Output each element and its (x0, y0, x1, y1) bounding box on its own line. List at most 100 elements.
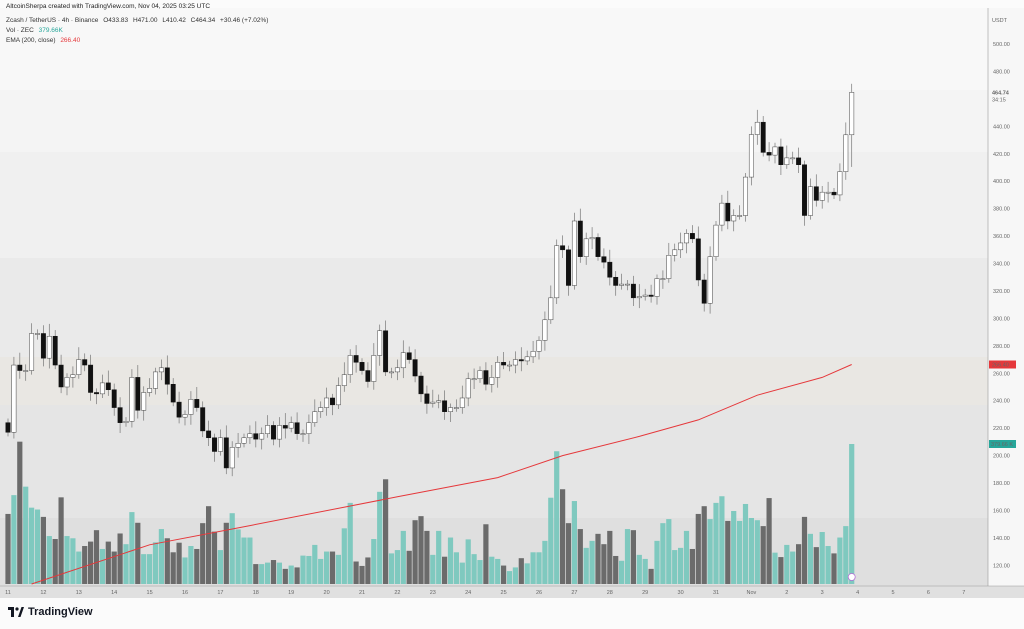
volume-bar (619, 560, 625, 584)
candle (831, 188, 837, 200)
candle-body-down (802, 164, 807, 216)
volume-bar (565, 523, 572, 584)
volume-bar (666, 519, 672, 584)
candle-body-up (583, 238, 589, 257)
candle-body-up (654, 278, 660, 297)
candle (530, 341, 536, 363)
candle (206, 420, 212, 446)
candle (123, 417, 129, 427)
candle-body-up (784, 157, 790, 165)
volume-bar (725, 520, 731, 584)
time-tick-label: 6 (927, 590, 930, 596)
time-axis[interactable]: 11 12 13 14 15 16 17 18 19 20 21 22 23 24 25 26 27 28 29 30… (5, 573, 965, 597)
candle (772, 142, 778, 164)
volume-bar (241, 537, 247, 584)
candle-body-up (819, 191, 825, 201)
candle (58, 354, 64, 394)
background-bands (0, 8, 1024, 598)
candle (383, 320, 389, 377)
time-tick-label: 4 (856, 590, 859, 596)
volume-bar (276, 562, 282, 584)
candle (796, 147, 802, 173)
candle (678, 232, 684, 259)
volume-bar (447, 537, 454, 584)
candle (188, 391, 194, 425)
candle (377, 324, 383, 366)
candle-body-up (158, 367, 164, 373)
candle (265, 415, 271, 438)
candle (748, 126, 754, 186)
candle-body-up (453, 407, 459, 409)
volume-legend: Vol · ZEC 379.66K (6, 27, 66, 34)
volume-bar (188, 546, 194, 584)
candle-body-up (843, 134, 849, 172)
volume-bar (654, 540, 660, 584)
candle-body-up (713, 224, 719, 257)
volume-bar (489, 556, 495, 584)
candle-body-up (489, 377, 495, 385)
candle-body-down (353, 355, 359, 363)
volume-bar (613, 555, 619, 584)
candle (141, 386, 147, 421)
candle-body-up (35, 333, 40, 335)
tradingview-logo[interactable]: TradingView (8, 606, 93, 618)
candle (566, 245, 571, 296)
candle-body-down (695, 238, 701, 281)
volume-bar (229, 513, 235, 584)
candle-body-up (524, 356, 530, 362)
volume-bar (206, 506, 212, 584)
symbol-name[interactable]: Zcash / TetherUS · 4h · Binance (6, 17, 99, 24)
time-tick-label: 16 (182, 590, 188, 596)
price-tick-label: 420.00 (993, 152, 1010, 158)
last-price-label: 464.74 (992, 90, 1010, 96)
price-tick-label: 280.00 (993, 344, 1010, 350)
ohlc-high: H471.00 (132, 17, 158, 24)
volume-bar (742, 503, 749, 584)
candle-body-up (141, 392, 147, 411)
price-axis[interactable]: USDT 500.00 480.00 440.00 420.00 400.00 380.00… (989, 18, 1016, 569)
volume-label[interactable]: Vol · ZEC (6, 27, 34, 34)
candle (353, 345, 359, 373)
volume-bar (129, 512, 135, 584)
candle-body-down (601, 256, 607, 263)
volume-bar (465, 539, 471, 584)
candle-body-up (229, 447, 235, 469)
volume-bar (624, 529, 631, 584)
volume-bar (347, 502, 353, 584)
ohlc-low: L410.42 (162, 17, 186, 24)
candle-body-up (259, 433, 265, 440)
candle-body-down (170, 384, 176, 403)
candle (743, 172, 748, 222)
candle-body-up (306, 422, 312, 434)
volume-bar (707, 519, 713, 584)
candle-body-up (371, 355, 377, 382)
candle (70, 366, 76, 388)
candle-body-down (206, 430, 212, 439)
candle (223, 425, 229, 475)
volume-bar (40, 516, 46, 584)
volume-bar (849, 444, 855, 584)
candle (595, 233, 601, 261)
volume-bar (748, 517, 754, 584)
candle (29, 323, 35, 375)
candle-body-down (271, 425, 276, 440)
candle-body-up (436, 400, 442, 403)
candle (135, 365, 141, 419)
candle (76, 347, 82, 379)
ema-label[interactable]: EMA (200, close) (6, 37, 56, 44)
candle-body-down (5, 422, 11, 433)
volume-bar (760, 526, 766, 584)
time-tick-label: 31 (713, 590, 719, 596)
candle-body-down (212, 437, 217, 452)
candle (849, 83, 855, 167)
candle (625, 279, 630, 291)
time-tick-label: 18 (253, 590, 259, 596)
volume-bar (388, 553, 395, 584)
candle (117, 397, 123, 433)
candle-body-up (335, 385, 341, 406)
volume-bar (70, 538, 76, 584)
volume-bar (217, 550, 223, 584)
ohlc-change: +30.46 (+7.02%) (220, 17, 269, 24)
candle (247, 425, 253, 444)
